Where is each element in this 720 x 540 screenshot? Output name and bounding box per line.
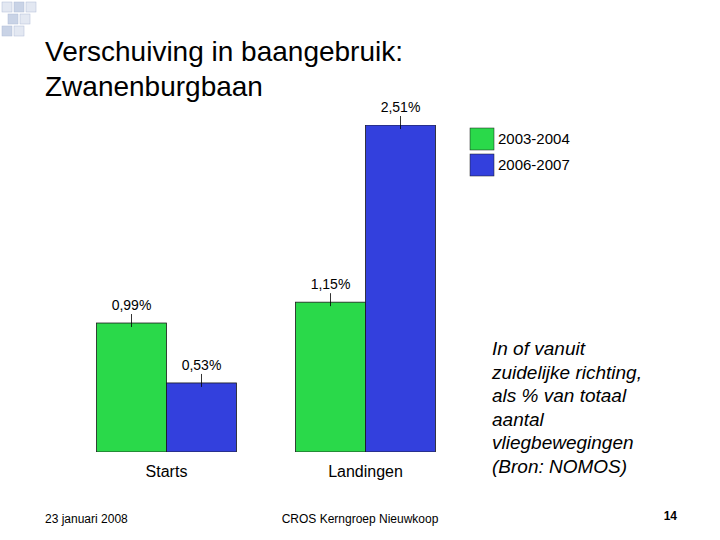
data-labels: 0,99% 0,53% 1,15% 2,51%: [112, 99, 421, 387]
legend-swatch: [470, 128, 494, 150]
label-tick: [201, 374, 202, 387]
legend: 2003-2004 2006-2007: [470, 128, 570, 176]
annotation-line: In of vanuit: [492, 338, 586, 359]
title: Verschuiving in baangebruik: Zwanenburgb…: [45, 34, 475, 104]
decoration: [2, 2, 36, 36]
deco-square: [26, 2, 36, 12]
annotation: In of vanuit zuidelijke richting,als % va…: [491, 338, 642, 477]
legend-label: 2006-2007: [498, 156, 570, 173]
annotation-line: als % van totaal: [492, 385, 627, 406]
deco-square: [20, 14, 30, 24]
annotation-line: (Bron: NOMOS): [492, 456, 627, 477]
annotation-line: vliegbewegingen: [492, 432, 634, 453]
data-label: 2,51%: [381, 99, 421, 115]
bar: [296, 302, 366, 452]
footer-center: CROS Kerngroep Nieuwkoop: [282, 512, 439, 526]
label-tick: [400, 116, 401, 129]
slide: Verschuiving in baangebruik: Zwanenburgb…: [0, 0, 720, 540]
legend-label: 2003-2004: [498, 130, 570, 147]
bars: [97, 125, 436, 452]
deco-square: [8, 14, 18, 24]
data-label: 0,53%: [182, 357, 222, 373]
annotation-line: aantal: [492, 409, 545, 430]
deco-square: [2, 2, 12, 12]
chart: 0,99% 0,53% 1,15% 2,51% Starts Landingen 2003-…: [0, 0, 720, 540]
label-tick: [131, 314, 132, 327]
label-tick: [330, 293, 331, 306]
data-label: 0,99%: [112, 297, 152, 313]
deco-square: [14, 2, 24, 12]
bar: [167, 383, 237, 452]
footer-page: 14: [664, 509, 678, 523]
bar: [97, 323, 167, 452]
bar: [366, 125, 436, 452]
data-label: 1,15%: [311, 276, 351, 292]
category-label: Starts: [146, 463, 188, 480]
deco-square: [2, 26, 12, 36]
category-label: Landingen: [328, 463, 403, 480]
deco-square: [14, 26, 24, 36]
footer-date: 23 januari 2008: [45, 512, 128, 526]
annotation-line: zuidelijke richting,: [491, 362, 642, 383]
legend-swatch: [470, 154, 494, 176]
